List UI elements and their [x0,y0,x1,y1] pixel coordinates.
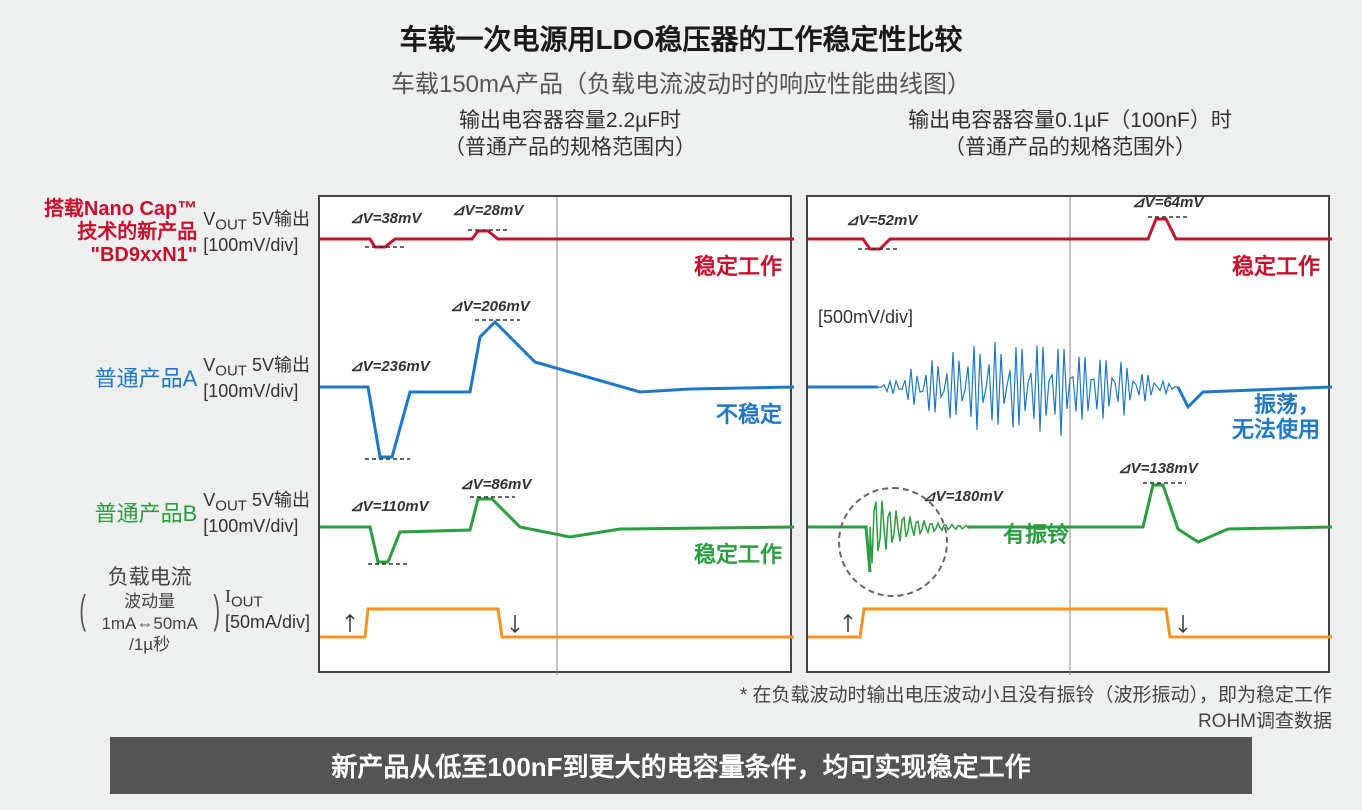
anno-right-div500: [500mV/div] [818,307,913,328]
anno-right-B2: ⊿V=138mV [1118,459,1198,477]
ringing-circle [838,487,948,597]
chart-panel-left: ⊿V=38mV ⊿V=28mV ⊿V=236mV ⊿V=206mV ⊿V=110… [318,195,792,673]
status-right-nano: 稳定工作 [1232,249,1320,281]
column-headers: 输出电容器容量2.2µF时 （普通产品的规格范围内） 输出电容器容量0.1µF（… [0,107,1362,162]
status-right-B: 有振铃 [1003,517,1069,549]
col-header-right: 输出电容器容量0.1µF（100nF）时 （普通产品的规格范围外） [800,107,1340,162]
axis-nano: VOUT 5V输出 [100mV/div] [203,209,310,256]
status-right-A: 振荡，无法使用 [1232,392,1320,443]
chart-panel-right: ⊿V=52mV ⊿V=64mV [500mV/div] ⊿V=180mV ⊿V=… [806,195,1330,673]
axis-prodA: VOUT 5V输出 [100mV/div] [203,355,310,402]
anno-left-B2: ⊿V=86mV [460,475,531,493]
anno-left-A1: ⊿V=236mV [350,357,430,375]
bottom-banner: 新产品从低至100nF到更大的电容量条件，均可实现稳定工作 [110,737,1252,794]
footnote-1: * 在负载波动时输出电压波动小且没有振铃（波形振动），即为稳定工作 [740,680,1332,707]
anno-left-A2: ⊿V=206mV [450,297,530,315]
status-left-A: 不稳定 [716,397,782,429]
axis-prodB: VOUT 5V输出 [100mV/div] [203,490,310,537]
anno-right-nano1: ⊿V=52mV [846,211,917,229]
anno-right-nano2: ⊿V=64mV [1132,193,1203,211]
label-load: 负载电流 波动量 1mA⇔50mA /1µ秒 [90,565,210,655]
anno-left-nano2: ⊿V=28mV [452,201,523,219]
title-main: 车载一次电源用LDO稳压器的工作稳定性比较 [0,0,1362,58]
label-prodA: 普通产品A [37,366,197,391]
status-left-B: 稳定工作 [694,537,782,569]
label-nano: 搭载Nano Cap™ 技术的新产品 "BD9xxN1" [39,198,197,267]
status-left-nano: 稳定工作 [694,249,782,281]
col-header-left: 输出电容器容量2.2µF时 （普通产品的规格范围内） [340,107,800,162]
axis-load: IOUT [50mA/div] [225,586,310,633]
anno-right-B1: ⊿V=180mV [923,487,1003,505]
footnote-2: ROHM调查数据 [1198,706,1332,733]
anno-left-nano1: ⊿V=38mV [350,209,421,227]
anno-left-B1: ⊿V=110mV [350,497,429,515]
subtitle: 车载150mA产品（负载电流波动时的响应性能曲线图） [0,64,1362,99]
label-prodB: 普通产品B [37,501,197,526]
